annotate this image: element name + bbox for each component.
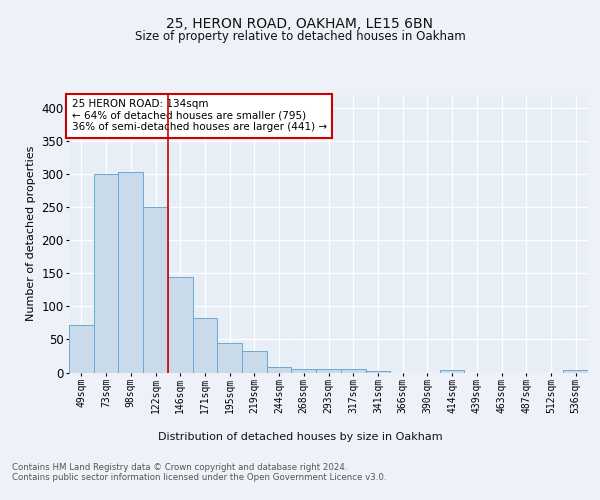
Text: 25 HERON ROAD: 134sqm
← 64% of detached houses are smaller (795)
36% of semi-det: 25 HERON ROAD: 134sqm ← 64% of detached … <box>71 99 327 132</box>
Bar <box>168 276 193 372</box>
Bar <box>316 368 341 372</box>
Bar <box>69 325 94 372</box>
Bar <box>440 370 464 372</box>
Bar <box>118 172 143 372</box>
Text: Size of property relative to detached houses in Oakham: Size of property relative to detached ho… <box>134 30 466 43</box>
Y-axis label: Number of detached properties: Number of detached properties <box>26 146 35 322</box>
Text: Contains HM Land Registry data © Crown copyright and database right 2024.
Contai: Contains HM Land Registry data © Crown c… <box>12 462 386 482</box>
Bar <box>365 371 390 372</box>
Bar <box>563 370 588 372</box>
Bar <box>292 368 316 372</box>
Bar <box>242 350 267 372</box>
Text: 25, HERON ROAD, OAKHAM, LE15 6BN: 25, HERON ROAD, OAKHAM, LE15 6BN <box>167 18 433 32</box>
Bar <box>341 368 365 372</box>
Text: Distribution of detached houses by size in Oakham: Distribution of detached houses by size … <box>158 432 442 442</box>
Bar <box>193 318 217 372</box>
Bar <box>217 344 242 372</box>
Bar <box>267 366 292 372</box>
Bar <box>94 174 118 372</box>
Bar <box>143 208 168 372</box>
